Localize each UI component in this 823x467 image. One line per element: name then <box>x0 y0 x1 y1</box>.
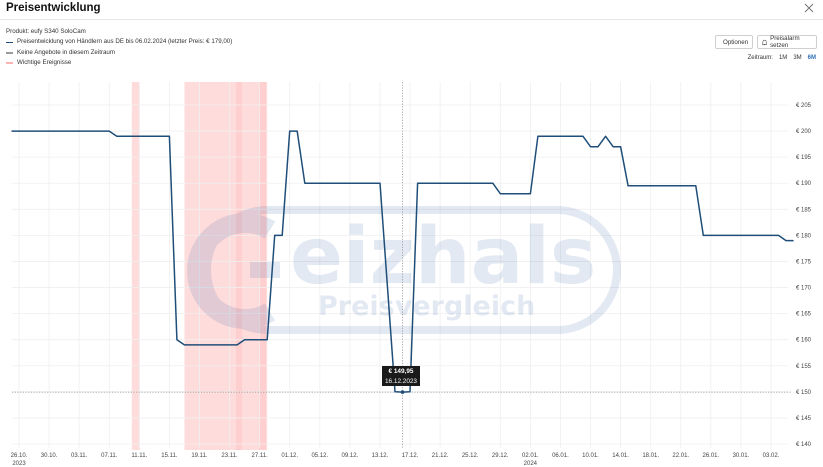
y-tick-label: € 150 <box>796 390 812 396</box>
y-tick-label: € 175 <box>796 259 812 265</box>
legend-label-price: Preisentwicklung von Händlern aus DE bis… <box>17 38 233 46</box>
x-tick-label: 26.10. <box>11 453 28 459</box>
legend-item-price[interactable]: Preisentwicklung von Händlern aus DE bis… <box>6 37 232 47</box>
event-band[interactable] <box>259 82 266 450</box>
x-tick-label: 18.01. <box>642 453 659 459</box>
bell-icon <box>762 39 768 45</box>
x-tick-label: 30.10. <box>41 453 58 459</box>
y-tick-label: € 185 <box>796 207 812 213</box>
legend-label-no-offers: Keine Angebote in diesem Zeitraum <box>17 48 116 56</box>
x-tick-label: 05.12. <box>311 453 328 459</box>
y-tick-label: € 140 <box>796 442 812 448</box>
dialog-header: Preisentwicklung <box>0 0 823 20</box>
x-tick-label: 01.12. <box>281 453 298 459</box>
x-tick-label: 03.02. <box>763 453 780 459</box>
x-tick-label: 09.12. <box>342 453 359 459</box>
no-offers-swatch-icon <box>6 51 13 54</box>
tooltip-date: 16.12.2023 <box>385 377 417 385</box>
price-alarm-label: Preisalarm setzen <box>770 35 800 49</box>
range-selector: Zeitraum: 1M 3M 6M <box>748 55 816 61</box>
x-tick-label: 14.01. <box>612 453 629 459</box>
x-tick-label: 13.12. <box>372 453 389 459</box>
price-alarm-button[interactable]: Preisalarm setzen <box>757 35 817 49</box>
event-band[interactable] <box>184 82 268 450</box>
x-tick-label: 25.12. <box>462 453 479 459</box>
range-6m[interactable]: 6M <box>807 55 816 61</box>
x-tick-label: 02.01. <box>522 453 539 459</box>
price-line-swatch-icon <box>6 41 13 44</box>
x-tick-label: 17.12. <box>402 453 419 459</box>
x-tick-label: 03.11. <box>71 453 88 459</box>
x-tick-label: 23.11. <box>221 453 238 459</box>
product-label: Produkt: eufy S340 SoloCam <box>6 27 232 37</box>
hover-point[interactable] <box>400 390 405 394</box>
svg-text:Preisvergleich: Preisvergleich <box>318 291 535 322</box>
x-tick-label: 29.12. <box>492 453 509 459</box>
options-button[interactable]: Optionen <box>715 35 753 49</box>
y-tick-label: € 180 <box>796 233 812 239</box>
product-name: Produkt: eufy S340 SoloCam <box>6 28 86 35</box>
legend-label-events: Wichtige Ereignisse <box>17 58 72 66</box>
y-tick-label: € 205 <box>796 103 812 109</box>
price-line[interactable] <box>11 130 794 393</box>
y-tick-label: € 145 <box>796 416 812 422</box>
x-tick-label: 26.01. <box>702 453 719 459</box>
options-label: Optionen <box>723 38 749 46</box>
events-swatch-icon <box>6 62 13 64</box>
range-1m[interactable]: 1M <box>778 55 788 61</box>
y-tick-label: € 170 <box>796 286 812 292</box>
y-tick-label: € 195 <box>796 155 812 161</box>
y-tick-label: € 160 <box>796 338 812 344</box>
y-tick-label: € 200 <box>796 129 812 135</box>
y-tick-label: € 190 <box>796 181 812 187</box>
range-3m[interactable]: 3M <box>793 55 802 61</box>
x-tick-label: 11.11. <box>131 453 147 459</box>
x-year-label: 2024 <box>524 461 538 467</box>
x-tick-label: 07.11. <box>101 453 118 459</box>
x-tick-label: 21.12. <box>432 453 449 459</box>
chart-legend: Produkt: eufy S340 SoloCam Preisentwickl… <box>6 27 232 68</box>
legend-item-no-offers[interactable]: Keine Angebote in diesem Zeitraum <box>6 48 232 58</box>
x-tick-label: 30.01. <box>733 453 750 459</box>
x-tick-label: 10.01. <box>582 453 599 459</box>
tooltip-price: € 149,95 <box>388 368 414 375</box>
page-title: Preisentwicklung <box>6 2 101 14</box>
x-tick-label: 27.11. <box>252 453 269 459</box>
x-tick-label: 15.11. <box>161 453 178 459</box>
svg-text:eizhals: eizhals <box>290 212 596 302</box>
range-label: Zeitraum: <box>747 55 773 61</box>
y-tick-label: € 165 <box>796 312 812 318</box>
event-band[interactable] <box>131 82 140 450</box>
x-tick-label: 06.01. <box>552 453 569 459</box>
event-band[interactable] <box>236 82 242 450</box>
close-icon[interactable] <box>803 2 815 14</box>
x-tick-label: 19.11. <box>191 453 208 459</box>
y-tick-label: € 155 <box>796 364 812 370</box>
chart-tooltip: € 149,95 16.12.2023 <box>382 366 420 386</box>
x-year-label: 2023 <box>12 461 26 467</box>
legend-item-events[interactable]: Wichtige Ereignisse <box>6 58 232 68</box>
x-tick-label: 22.01. <box>672 453 689 459</box>
